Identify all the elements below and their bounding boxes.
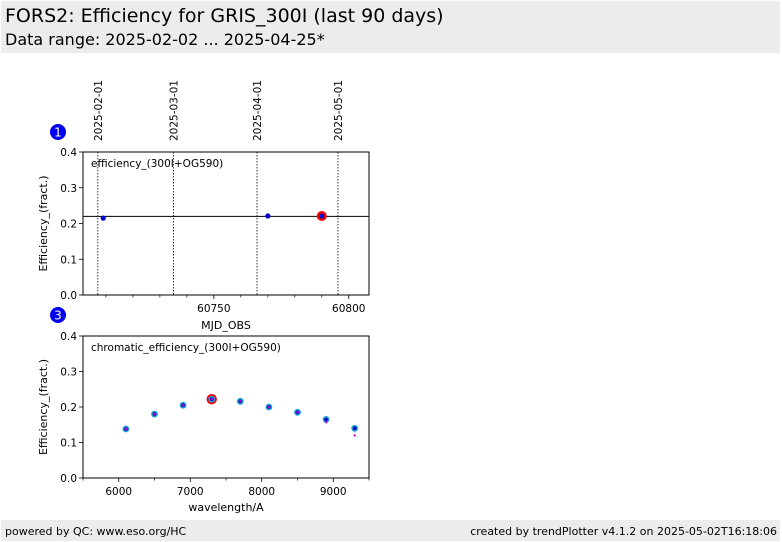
footer-bar: powered by QC: www.eso.org/HC created by… [1, 520, 780, 541]
panel-badge-number: 1 [54, 126, 62, 140]
data-point-secondary [324, 421, 328, 424]
panel-badge-number: 3 [54, 309, 62, 323]
plot-frame [82, 335, 370, 479]
data-point [324, 417, 328, 422]
y-tick-label: 0.3 [60, 367, 77, 379]
data-point-secondary [267, 405, 271, 409]
y-tick-label: 0.2 [60, 219, 77, 231]
x-tick-label: 60750 [197, 303, 230, 315]
y-tick-label: 0.0 [60, 473, 77, 485]
y-tick-label: 0.4 [60, 331, 77, 343]
x-tick-label: 7000 [177, 486, 204, 498]
header-bar: FORS2: Efficiency for GRIS_300I (last 90… [1, 1, 780, 53]
data-point-secondary [296, 411, 299, 414]
panel-badge-circle [50, 307, 66, 323]
y-tick-label: 0.1 [60, 438, 77, 450]
y-tick-label: 0.3 [60, 183, 77, 195]
x-tick-label: 60800 [332, 303, 365, 315]
plot-frame [82, 151, 370, 296]
data-point-secondary [153, 412, 156, 416]
plot-annotation: efficiency_(300I+OG590) [91, 158, 223, 170]
footer-generator: created by trendPlotter v4.1.2 on 2025-0… [470, 525, 777, 538]
date-marker-label: 2025-03-01 [168, 80, 180, 141]
date-marker-label: 2025-02-01 [93, 80, 105, 141]
data-point-secondary [181, 404, 185, 407]
y-tick-label: 0.1 [60, 254, 77, 266]
x-axis-label: MJD_OBS [201, 319, 251, 332]
date-marker-label: 2025-04-01 [252, 80, 264, 141]
data-point-secondary [124, 427, 128, 431]
y-tick-label: 0.0 [60, 290, 77, 302]
x-axis-label: wavelength/A [188, 501, 264, 514]
data-point-secondary [239, 400, 242, 403]
data-point-secondary [353, 434, 356, 437]
y-tick-label: 0.2 [60, 402, 77, 414]
data-point [265, 213, 271, 219]
panel-badge-circle [50, 124, 66, 140]
data-point-secondary [210, 397, 213, 401]
data-point [100, 215, 106, 221]
x-tick-label: 9000 [320, 486, 347, 498]
plot-annotation: chromatic_efficiency_(300I+OG590) [91, 342, 281, 354]
data-point [319, 213, 325, 219]
date-marker-label: 2025-05-01 [333, 80, 345, 141]
footer-credit: powered by QC: www.eso.org/HC [5, 525, 187, 538]
y-axis-label: Efficiency_(fract.) [37, 175, 50, 271]
x-tick-label: 6000 [105, 486, 132, 498]
data-point [352, 426, 357, 431]
y-tick-label: 0.4 [60, 147, 77, 159]
y-axis-label: Efficiency_(fract.) [37, 359, 50, 455]
x-tick-label: 8000 [248, 486, 275, 498]
page-title: FORS2: Efficiency for GRIS_300I (last 90… [5, 5, 444, 27]
data-range-subtitle: Data range: 2025-02-02 ... 2025-04-25* [5, 30, 325, 49]
